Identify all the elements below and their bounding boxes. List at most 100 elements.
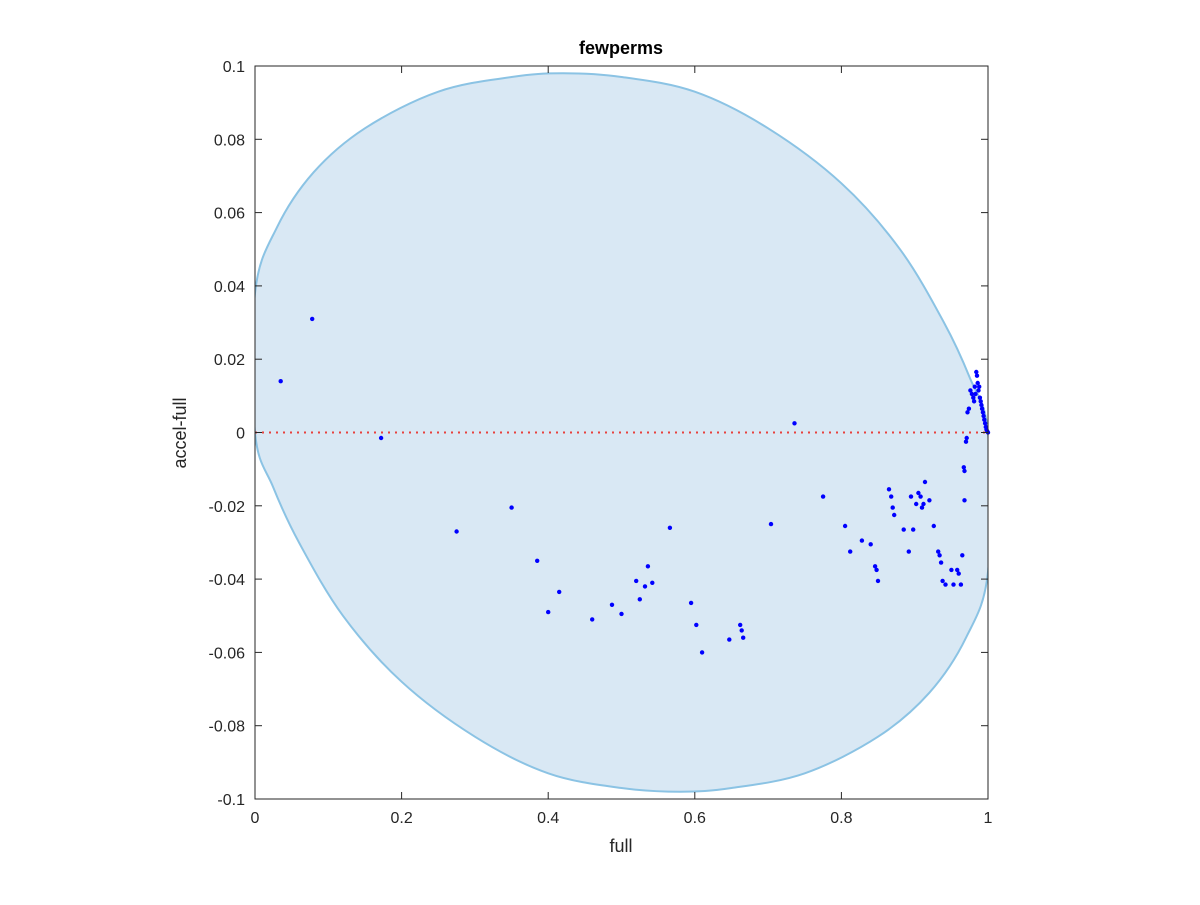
x-tick-label: 0.2 [390, 810, 412, 827]
data-point [609, 602, 615, 607]
x-tick-label: 0.4 [537, 810, 559, 827]
data-point [820, 494, 826, 499]
data-point [509, 505, 514, 510]
ticks-layer: 0 0.2 0.4 0.6 0.8 1 -0.1 -0.08 -0.06 -0.04 -0.02 0 0… [209, 59, 993, 827]
data-point [886, 487, 892, 492]
data-point [875, 578, 881, 584]
data-point [936, 549, 941, 554]
data-point [642, 584, 648, 589]
data-point [962, 498, 967, 503]
y-tick-label: 0.04 [214, 279, 245, 296]
data-point [977, 384, 982, 389]
data-point [976, 388, 981, 393]
data-point [694, 622, 699, 628]
data-point [768, 521, 774, 527]
data-point [874, 567, 879, 573]
data-point [981, 413, 986, 419]
x-tick-label: 0.6 [684, 810, 706, 827]
data-point [727, 637, 732, 642]
data-point [961, 465, 966, 470]
y-tick-label: 0.08 [214, 132, 245, 149]
data-point [969, 391, 975, 397]
x-axis-label: full [609, 836, 632, 856]
chart-title: fewperms [579, 38, 663, 58]
data-point [979, 406, 985, 411]
region-layer [255, 72, 988, 793]
x-tick-label: 0.8 [830, 810, 852, 827]
data-point [974, 373, 980, 378]
data-point [454, 529, 459, 534]
y-tick-label: 0 [236, 426, 245, 443]
y-tick-label: -0.02 [209, 499, 246, 516]
data-point [908, 494, 914, 499]
data-point [546, 609, 551, 615]
data-point [927, 498, 932, 503]
data-point [914, 501, 919, 507]
data-point [938, 560, 944, 565]
data-point [963, 439, 969, 444]
data-point [962, 468, 967, 474]
data-point [738, 622, 743, 628]
shaded-region [255, 72, 988, 793]
data-point [890, 505, 895, 510]
data-point [688, 600, 694, 606]
data-point [868, 542, 873, 547]
data-point [960, 553, 965, 558]
data-point [590, 617, 595, 622]
data-point [911, 527, 916, 532]
data-point [792, 421, 797, 426]
data-point [739, 628, 744, 633]
y-tick-label: 0.1 [223, 59, 245, 76]
data-point [964, 435, 969, 441]
data-point [872, 564, 878, 569]
y-tick-label: 0.06 [214, 206, 245, 223]
points-layer [278, 316, 991, 655]
data-point [634, 578, 639, 584]
data-point [667, 525, 673, 530]
data-point [889, 494, 894, 499]
data-point [557, 589, 562, 595]
data-point [919, 505, 925, 510]
data-point [955, 567, 960, 573]
data-point [980, 410, 986, 415]
data-point [982, 417, 987, 422]
y-tick-label: -0.04 [209, 572, 246, 589]
data-point [982, 421, 988, 426]
data-point [978, 399, 983, 404]
data-point [916, 490, 921, 496]
data-point [310, 316, 315, 322]
data-point [949, 567, 954, 573]
data-point [699, 650, 705, 655]
data-point [956, 571, 961, 576]
data-point [650, 580, 655, 585]
x-tick-label: 0 [251, 810, 260, 827]
data-point [977, 395, 983, 400]
data-point [979, 402, 984, 408]
data-point [940, 578, 945, 584]
data-point [921, 501, 926, 507]
data-point [937, 553, 942, 558]
data-point [619, 611, 624, 617]
data-point [637, 597, 642, 602]
data-point [968, 388, 973, 393]
data-point [972, 384, 977, 389]
y-tick-label: -0.08 [209, 719, 246, 736]
data-point [966, 406, 972, 411]
data-point [974, 369, 979, 375]
data-point [918, 494, 923, 499]
data-point [973, 391, 978, 397]
data-point [859, 538, 865, 543]
data-point [971, 399, 977, 404]
data-point [971, 395, 976, 400]
data-point [535, 558, 540, 563]
data-point [278, 379, 283, 384]
data-point [922, 479, 928, 485]
x-tick-label: 1 [984, 810, 993, 827]
data-point [901, 527, 906, 532]
data-point [848, 549, 853, 554]
data-point [645, 564, 651, 569]
y-tick-label: -0.1 [217, 792, 245, 809]
y-tick-label: 0.02 [214, 352, 245, 369]
